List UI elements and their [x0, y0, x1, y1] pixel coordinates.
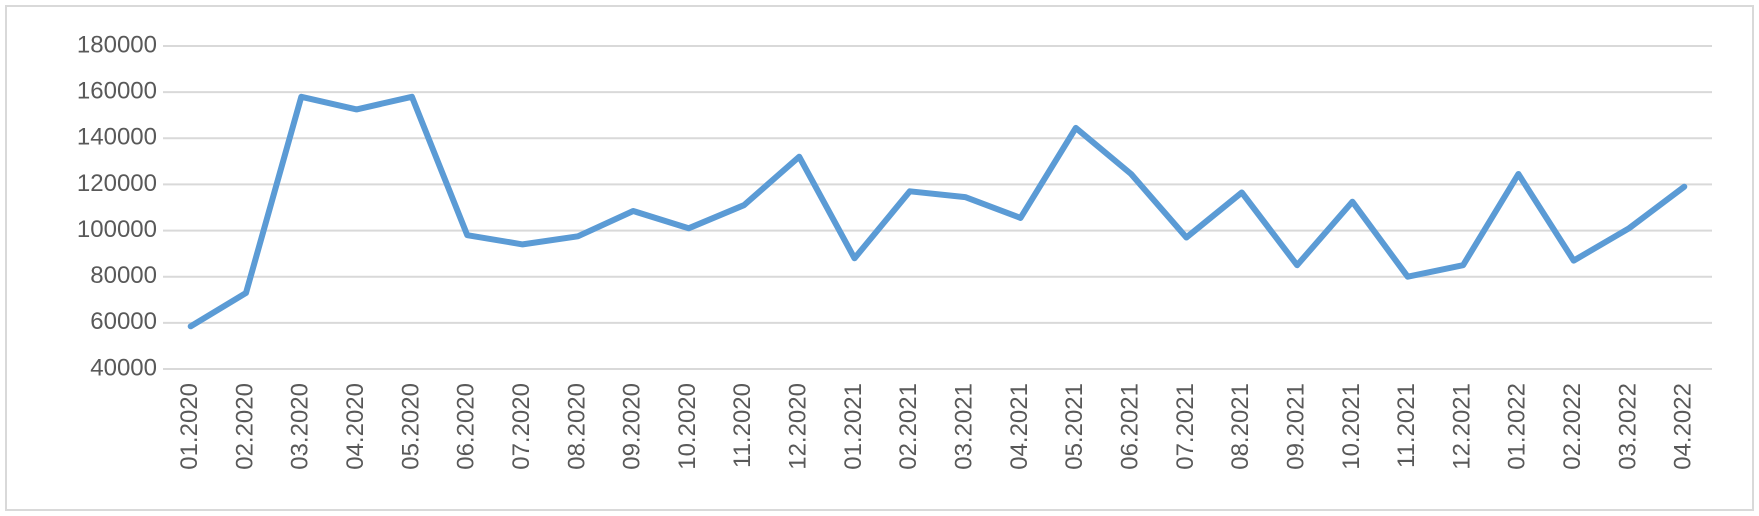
x-tick-label: 10.2020: [674, 383, 701, 470]
x-tick-label: 08.2021: [1227, 383, 1254, 470]
x-tick-label: 11.2021: [1393, 383, 1420, 468]
y-tick-label: 100000: [77, 216, 157, 243]
x-tick-label: 09.2021: [1282, 383, 1309, 470]
x-tick-label: 03.2021: [951, 383, 978, 470]
x-tick-label: 03.2020: [287, 383, 314, 470]
y-tick-label: 120000: [77, 170, 157, 197]
x-tick-label: 06.2021: [1116, 383, 1143, 470]
x-tick-label: 01.2021: [840, 383, 867, 470]
y-tick-label: 180000: [77, 31, 157, 58]
x-tick-label: 04.2022: [1670, 383, 1697, 470]
y-tick-label: 160000: [77, 77, 157, 104]
x-tick-label: 01.2020: [176, 383, 203, 470]
x-tick-label: 06.2020: [453, 383, 480, 470]
y-tick-label: 60000: [90, 308, 157, 335]
chart-frame: [5, 5, 1754, 511]
x-tick-label: 04.2020: [342, 383, 369, 470]
x-tick-label: 11.2020: [729, 383, 756, 468]
x-tick-label: 07.2021: [1172, 383, 1199, 470]
x-tick-label: 08.2020: [563, 383, 590, 470]
x-tick-label: 07.2020: [508, 383, 535, 470]
x-tick-label: 01.2022: [1504, 383, 1531, 470]
y-tick-label: 80000: [90, 262, 157, 289]
x-tick-label: 12.2020: [785, 383, 812, 470]
x-tick-label: 10.2021: [1338, 383, 1365, 470]
x-tick-label: 04.2021: [1006, 383, 1033, 470]
data-line: [187, 93, 1688, 330]
x-tick-label: 05.2021: [1061, 383, 1088, 470]
x-tick-label: 05.2020: [397, 383, 424, 470]
x-tick-label: 02.2022: [1559, 383, 1586, 470]
x-tick-label: 02.2020: [231, 383, 258, 470]
x-tick-label: 02.2021: [895, 383, 922, 470]
y-tick-label: 140000: [77, 124, 157, 151]
y-tick-label: 40000: [90, 354, 157, 381]
x-tick-label: 12.2021: [1448, 383, 1475, 470]
x-tick-label: 09.2020: [619, 383, 646, 470]
x-tick-label: 03.2022: [1614, 383, 1641, 470]
